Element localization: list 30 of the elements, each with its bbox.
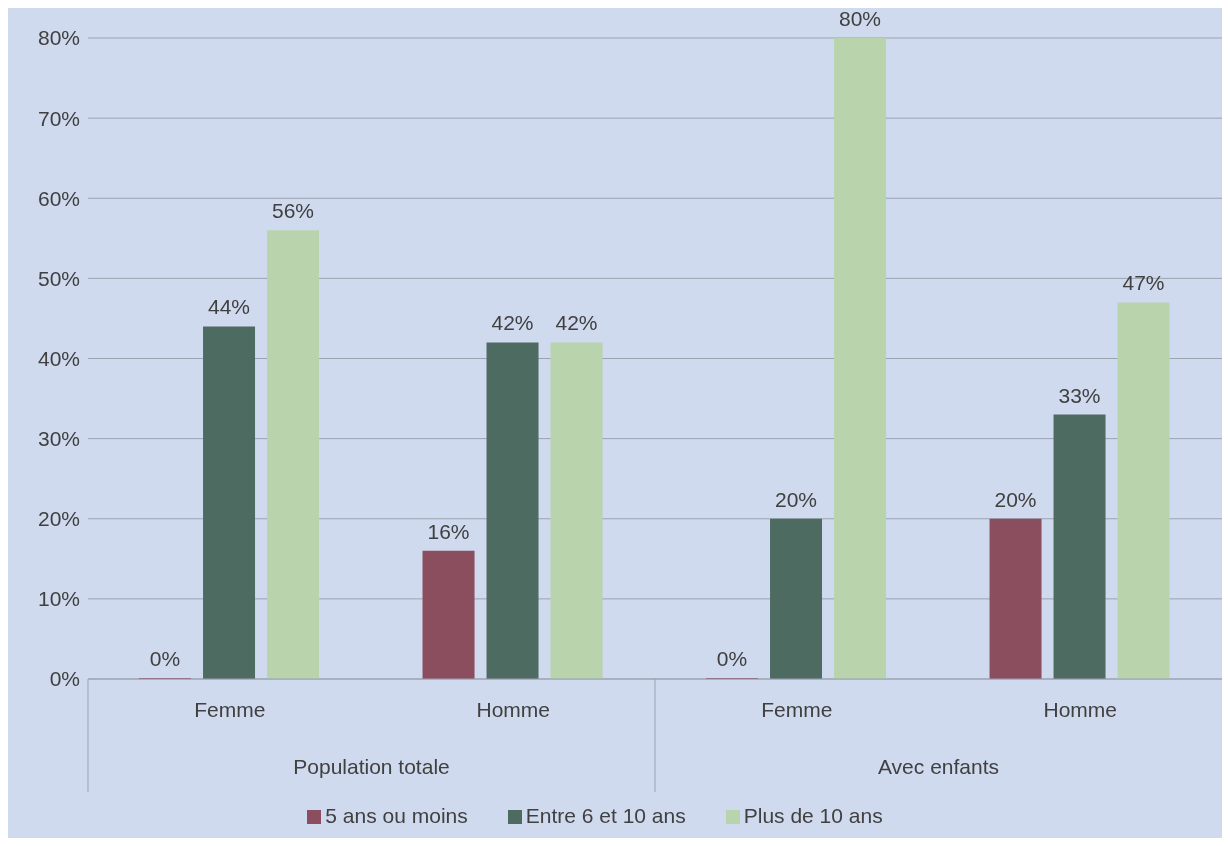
data-label: 47%	[1122, 271, 1165, 295]
y-tick-label: 40%	[37, 346, 80, 370]
text: Population totale	[293, 755, 450, 778]
x-tick-label: Homme	[1043, 698, 1118, 721]
legend-label: Entre 6 et 10 ans	[525, 804, 686, 827]
x-tick-label: Femme	[194, 698, 266, 721]
data-label: 0%	[149, 647, 181, 670]
data-label: 20%	[775, 487, 818, 511]
data-label: 44%	[208, 295, 251, 319]
legend-label: Plus de 10 ans	[743, 804, 883, 827]
y-tick-label: 60%	[37, 186, 80, 210]
y-tick-label: 80%	[37, 26, 80, 50]
data-label: 20%	[994, 487, 1037, 511]
data-label: 42%	[555, 311, 598, 335]
x-tick-label: Homme	[476, 698, 551, 721]
y-tick-label: 50%	[37, 266, 80, 290]
text: Avec enfants	[877, 755, 1000, 778]
y-tick-label: 70%	[37, 106, 80, 130]
y-tick-label: 20%	[37, 507, 80, 531]
y-tick-label: 0%	[49, 667, 80, 691]
y-tick-label: 10%	[37, 587, 80, 611]
data-label: 33%	[1058, 383, 1101, 407]
data-label: 80%	[839, 7, 882, 30]
data-label: 42%	[491, 311, 534, 335]
data-label: 16%	[427, 519, 470, 543]
y-tick-label: 30%	[37, 427, 80, 451]
legend-label: 5 ans ou moins	[325, 804, 468, 827]
x-tick-label: Femme	[761, 698, 833, 721]
data-label: 56%	[272, 199, 315, 223]
data-label: 0%	[716, 647, 748, 670]
